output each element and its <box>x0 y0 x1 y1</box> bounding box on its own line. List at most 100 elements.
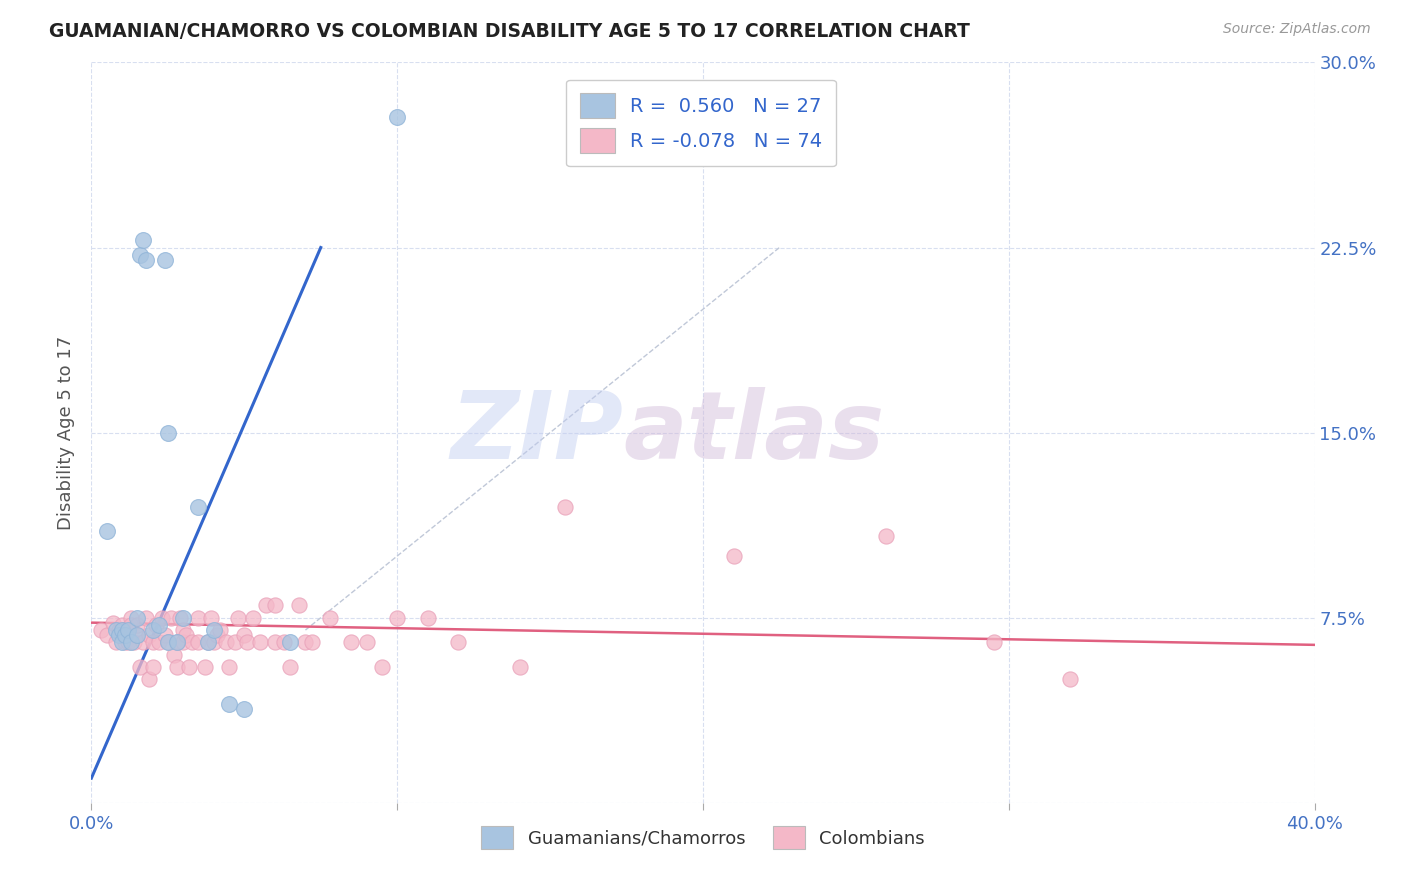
Point <box>385 610 409 624</box>
Point <box>205 628 228 642</box>
Point <box>319 610 342 624</box>
Point <box>96 628 118 642</box>
Point <box>111 635 134 649</box>
Point <box>447 635 470 649</box>
Point <box>135 610 157 624</box>
Text: atlas: atlas <box>623 386 884 479</box>
Point <box>226 610 249 624</box>
Point <box>153 628 176 642</box>
Point <box>187 635 209 649</box>
Point <box>273 635 295 649</box>
Point <box>117 635 139 649</box>
Point <box>111 623 134 637</box>
Point <box>294 635 316 649</box>
Point <box>156 425 179 440</box>
Point <box>218 660 240 674</box>
Point <box>114 635 136 649</box>
Point <box>96 524 118 539</box>
Point <box>156 635 179 649</box>
Point <box>197 635 219 649</box>
Point <box>301 635 323 649</box>
Point <box>218 697 240 711</box>
Point <box>172 610 194 624</box>
Point <box>340 635 363 649</box>
Point <box>108 623 131 637</box>
Point <box>983 635 1005 649</box>
Point <box>1059 673 1081 687</box>
Point <box>233 628 256 642</box>
Point <box>187 500 209 514</box>
Point <box>141 635 163 649</box>
Text: Source: ZipAtlas.com: Source: ZipAtlas.com <box>1223 22 1371 37</box>
Point <box>129 248 152 262</box>
Point <box>172 635 194 649</box>
Point <box>278 635 301 649</box>
Point <box>509 660 531 674</box>
Point <box>166 635 188 649</box>
Point <box>127 618 149 632</box>
Point <box>242 610 264 624</box>
Point <box>202 623 225 637</box>
Point <box>141 623 163 637</box>
Point <box>120 635 142 649</box>
Point <box>129 660 152 674</box>
Point <box>385 110 409 124</box>
Point <box>254 599 277 613</box>
Point <box>117 623 139 637</box>
Legend: Guamanians/Chamorros, Colombians: Guamanians/Chamorros, Colombians <box>474 819 932 856</box>
Point <box>132 635 155 649</box>
Point <box>264 635 287 649</box>
Point <box>108 628 131 642</box>
Point <box>90 623 112 637</box>
Point <box>236 635 259 649</box>
Point <box>135 252 157 267</box>
Point <box>160 610 183 624</box>
Point <box>145 618 167 632</box>
Point <box>554 500 576 514</box>
Point <box>723 549 745 563</box>
Point <box>278 660 301 674</box>
Y-axis label: Disability Age 5 to 17: Disability Age 5 to 17 <box>56 335 75 530</box>
Point <box>132 233 155 247</box>
Point <box>104 635 127 649</box>
Point <box>156 635 179 649</box>
Text: GUAMANIAN/CHAMORRO VS COLOMBIAN DISABILITY AGE 5 TO 17 CORRELATION CHART: GUAMANIAN/CHAMORRO VS COLOMBIAN DISABILI… <box>49 22 970 41</box>
Point <box>114 628 136 642</box>
Point <box>141 660 163 674</box>
Point <box>875 529 898 543</box>
Point <box>288 599 311 613</box>
Point <box>120 610 142 624</box>
Point <box>200 610 222 624</box>
Point <box>233 702 256 716</box>
Point <box>181 635 204 649</box>
Point <box>224 635 246 649</box>
Point <box>215 635 238 649</box>
Point <box>179 660 201 674</box>
Point <box>153 252 176 267</box>
Point <box>138 673 160 687</box>
Point <box>416 610 439 624</box>
Point <box>120 618 142 632</box>
Point <box>169 610 191 624</box>
Point <box>163 648 186 662</box>
Point <box>117 623 139 637</box>
Point <box>249 635 271 649</box>
Point <box>148 618 170 632</box>
Point <box>127 628 149 642</box>
Point <box>202 635 225 649</box>
Point <box>148 635 170 649</box>
Point <box>208 623 231 637</box>
Point <box>356 635 378 649</box>
Point <box>193 660 215 674</box>
Point <box>138 628 160 642</box>
Text: ZIP: ZIP <box>450 386 623 479</box>
Point <box>150 610 173 624</box>
Point <box>111 618 134 632</box>
Point <box>101 615 124 630</box>
Point <box>174 628 197 642</box>
Point <box>104 623 127 637</box>
Point <box>166 635 188 649</box>
Point <box>127 610 149 624</box>
Point <box>187 610 209 624</box>
Point <box>197 635 219 649</box>
